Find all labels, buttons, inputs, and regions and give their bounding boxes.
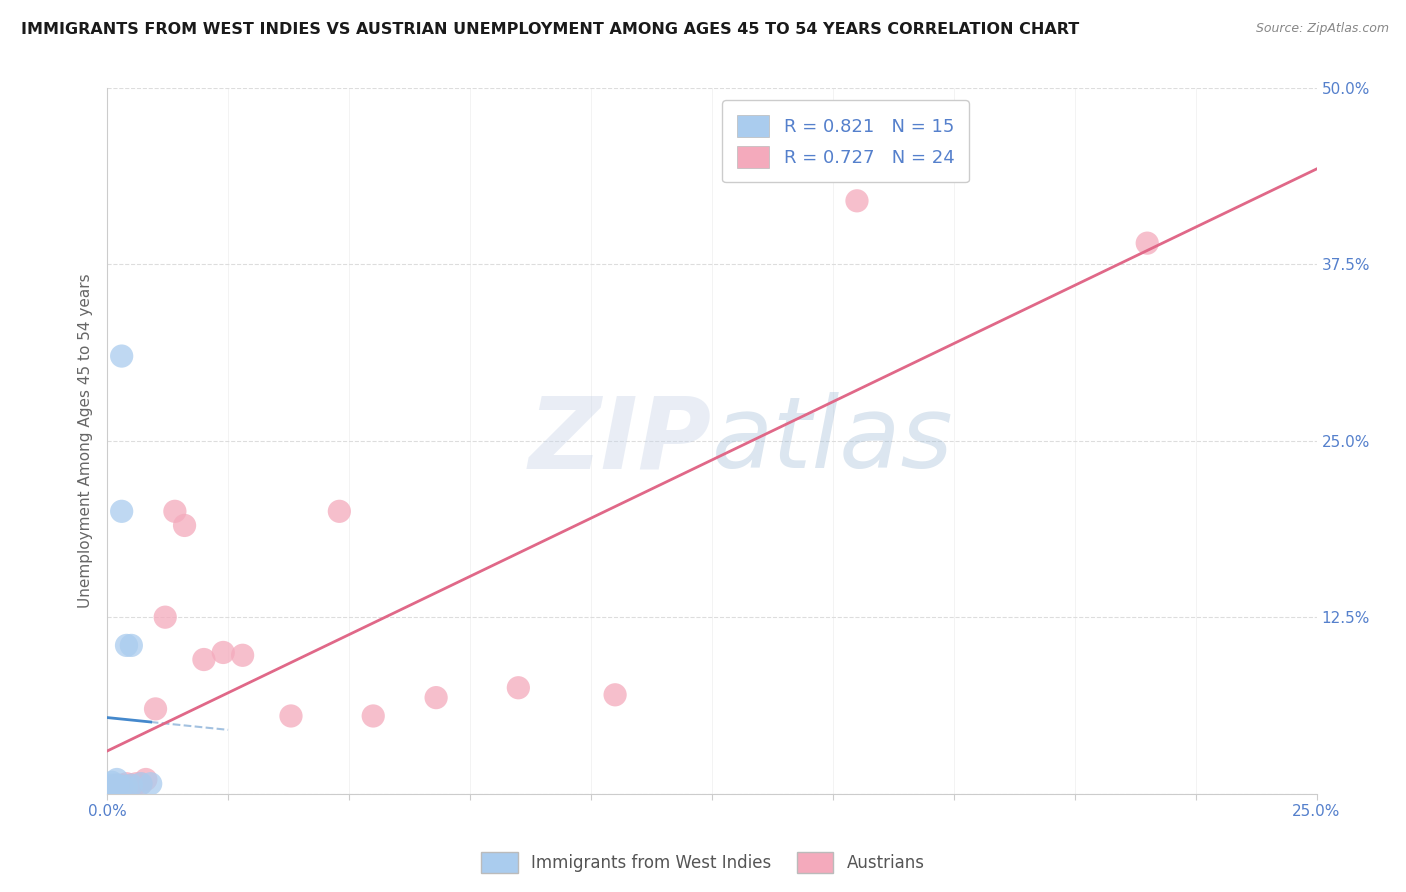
Point <box>120 778 142 792</box>
Point <box>173 518 195 533</box>
Point <box>139 777 162 791</box>
Legend: Immigrants from West Indies, Austrians: Immigrants from West Indies, Austrians <box>475 846 931 880</box>
Point <box>129 777 152 791</box>
Point <box>105 780 128 794</box>
Point <box>105 778 128 792</box>
Point <box>145 702 167 716</box>
Point <box>328 504 350 518</box>
Point <box>120 639 142 653</box>
Point <box>846 194 869 208</box>
Point <box>508 681 530 695</box>
Text: ZIP: ZIP <box>529 392 711 489</box>
Point <box>101 778 124 792</box>
Point <box>280 709 302 723</box>
Point <box>101 780 124 794</box>
Point <box>155 610 177 624</box>
Text: atlas: atlas <box>711 392 953 489</box>
Point <box>115 639 138 653</box>
Legend: R = 0.821   N = 15, R = 0.727   N = 24: R = 0.821 N = 15, R = 0.727 N = 24 <box>723 101 969 183</box>
Point <box>101 780 124 794</box>
Point <box>111 349 134 363</box>
Point <box>125 777 148 791</box>
Point <box>105 780 128 794</box>
Y-axis label: Unemployment Among Ages 45 to 54 years: Unemployment Among Ages 45 to 54 years <box>79 274 93 608</box>
Point <box>193 652 215 666</box>
Point <box>111 504 134 518</box>
Point <box>1136 236 1159 251</box>
Point <box>163 504 186 518</box>
Point <box>101 775 124 789</box>
Text: Source: ZipAtlas.com: Source: ZipAtlas.com <box>1256 22 1389 36</box>
Point <box>232 648 254 663</box>
Point <box>212 645 235 659</box>
Point <box>120 778 142 792</box>
Point <box>425 690 447 705</box>
Point <box>135 772 157 787</box>
Point <box>115 777 138 791</box>
Point <box>105 778 128 792</box>
Point <box>111 780 134 794</box>
Text: IMMIGRANTS FROM WEST INDIES VS AUSTRIAN UNEMPLOYMENT AMONG AGES 45 TO 54 YEARS C: IMMIGRANTS FROM WEST INDIES VS AUSTRIAN … <box>21 22 1080 37</box>
Point <box>129 777 152 791</box>
Point <box>111 778 134 792</box>
Point <box>115 780 138 794</box>
Point <box>361 709 384 723</box>
Point <box>105 772 128 787</box>
Point <box>603 688 626 702</box>
